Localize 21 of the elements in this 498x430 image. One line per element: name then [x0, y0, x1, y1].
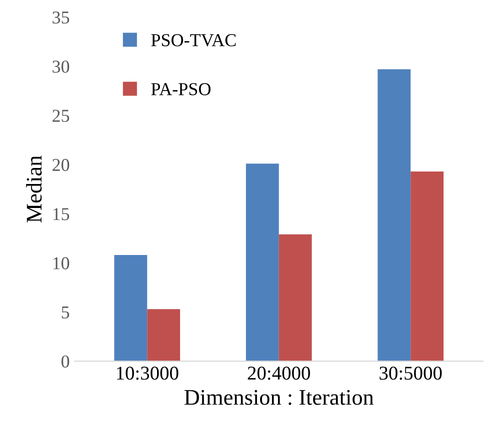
bar	[278, 234, 312, 362]
y-tick-label: 30	[52, 60, 70, 73]
bar	[410, 172, 444, 362]
legend-label: PA-PSO	[151, 83, 211, 96]
x-tick-label: 30:5000	[380, 366, 442, 380]
y-tick-label: 10	[53, 257, 70, 270]
y-tick-label: 0	[62, 355, 70, 368]
y-tick-label: 35	[52, 12, 70, 24]
y-tick-label: 20	[52, 158, 70, 172]
y-axis-title: Median	[26, 156, 42, 223]
y-tick-label: 15	[53, 208, 70, 220]
y-tick-label: 25	[52, 110, 70, 122]
y-tick-label: 5	[62, 306, 70, 318]
bar	[378, 69, 411, 362]
x-tick-label: 20:4000	[248, 366, 310, 380]
x-tick-label: 10:3000	[116, 366, 178, 380]
bar	[246, 164, 279, 362]
bar	[147, 309, 180, 362]
legend-label: PSO-TVAC	[151, 34, 236, 46]
x-axis-title: Dimension : Iteration	[184, 390, 374, 405]
bar	[114, 255, 148, 362]
